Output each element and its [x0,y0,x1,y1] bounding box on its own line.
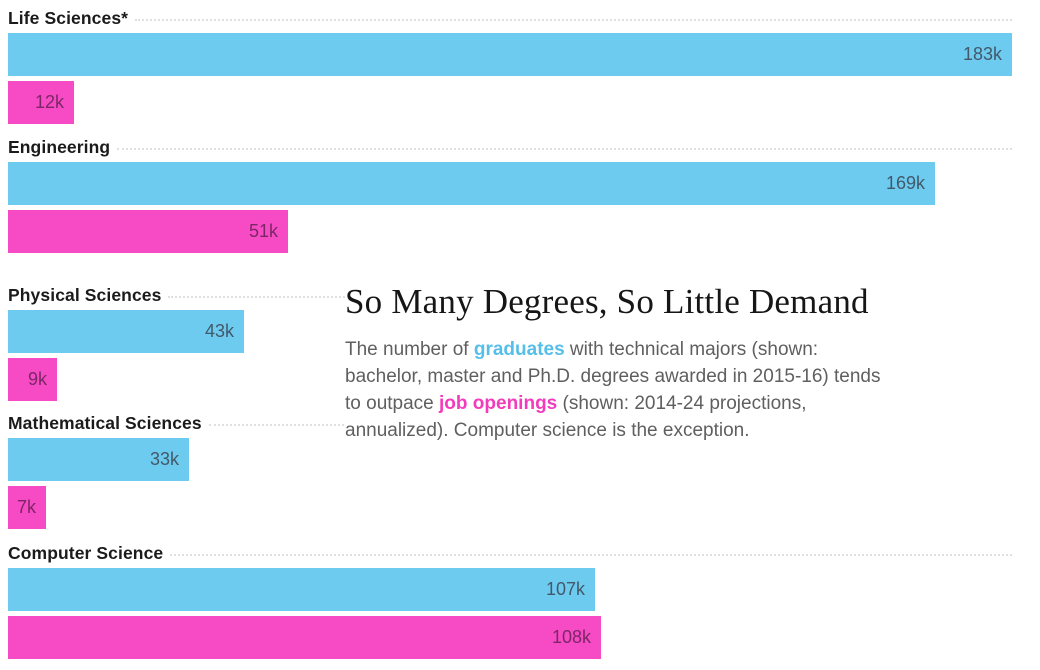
description-text: to outpace [345,393,440,414]
category-label: Life Sciences* [8,8,129,28]
job-openings-bar: 108k [8,616,601,659]
bar-value-label: 183k [962,44,1002,64]
category-label: Computer Science [8,543,164,563]
graduates-bar: 183k [8,33,1012,76]
chart-row: Mathematical Sciences 33k 7k [8,413,1012,529]
chart-description: The number of graduates with technical m… [345,336,1017,444]
bar-value-label: 33k [149,449,179,469]
bar-value-label: 51k [248,221,278,241]
description-line: to outpace job openings (shown: 2014-24 … [345,390,1017,417]
category-label: Engineering [8,137,111,157]
description-line: annualized). Computer science is the exc… [345,417,1017,444]
category-label: Mathematical Sciences [8,413,202,433]
job-openings-bar: 9k [8,358,57,401]
chart-text-block: So Many Degrees, So Little Demand The nu… [345,282,1017,444]
bar-value-label: 7k [16,497,36,517]
dotted-rule [117,148,1012,150]
chart-row: Computer Science 107k 108k [8,543,1012,659]
description-text: The number of [345,339,474,360]
description-text: with technical majors (shown: [564,339,819,360]
job-openings-bar: 12k [8,81,74,124]
dotted-rule [135,19,1012,21]
bar-value-label: 12k [34,92,64,112]
bar-value-label: 169k [885,173,925,193]
bar-value-label: 108k [551,627,591,647]
job-openings-bar: 51k [8,210,288,253]
dotted-rule [170,554,1012,556]
description-text: annualized). Computer science is the exc… [345,420,750,441]
bar-value-label: 43k [204,321,234,341]
category-label: Physical Sciences [8,285,162,305]
chart-row: Engineering 169k 51k [8,137,1012,253]
description-text: (shown: 2014-24 projections, [557,393,807,414]
description-line: The number of graduates with technical m… [345,336,1017,363]
chart-row: Life Sciences* 183k 12k [8,8,1012,124]
graduates-bar: 33k [8,438,189,481]
chart-title: So Many Degrees, So Little Demand [345,282,869,321]
graduates-bar: 43k [8,310,244,353]
graduates-legend-word: graduates [473,339,565,360]
description-text: bachelor, master and Ph.D. degrees award… [345,366,881,387]
job-openings-bar: 7k [8,486,46,529]
job-openings-legend-word: job openings [439,393,558,414]
description-line: bachelor, master and Ph.D. degrees award… [345,363,1017,390]
graduates-bar: 169k [8,162,935,205]
graduates-bar: 107k [8,568,595,611]
bar-value-label: 9k [27,369,47,389]
bar-value-label: 107k [545,579,585,599]
